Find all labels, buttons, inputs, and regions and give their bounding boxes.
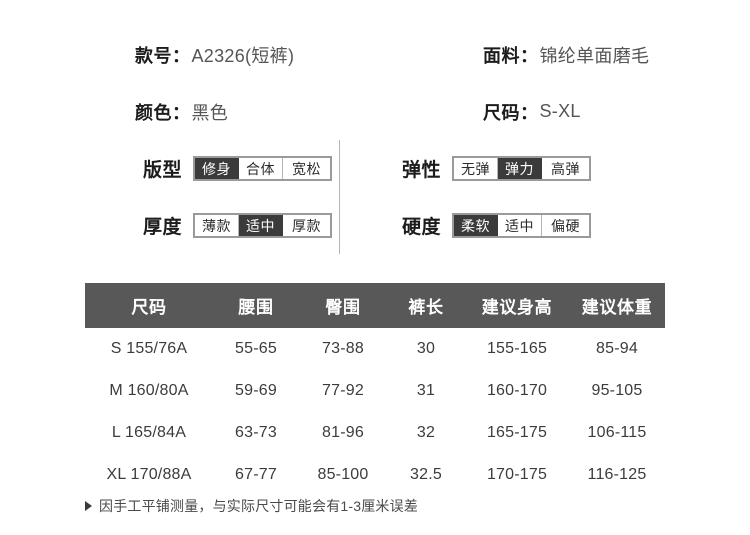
spec-label-thickness: 厚度 [143, 217, 183, 238]
column-header-waist: 腰围 [213, 283, 299, 328]
option-chip-elasticity-1[interactable]: 弹力 [498, 158, 543, 179]
spec-row-thickness-hardness: 厚度 薄款 适中 厚款 硬度 柔软 适中 偏硬 [0, 197, 750, 254]
cell-hip: 77-92 [322, 382, 364, 399]
spec-field-style-number: 款号 A2326(短裤) [135, 26, 294, 83]
cell-size: XL 170/88A [106, 466, 192, 483]
spec-value-size-range: S-XL [539, 101, 581, 121]
table-row: XL 170/88A 67-77 85-100 32.5 170-175 116… [85, 454, 665, 496]
spec-label-style-number: 款号 [135, 42, 191, 68]
column-header-weight: 建议体重 [569, 283, 665, 328]
cell-height: 160-170 [486, 382, 548, 399]
cell-hip: 81-96 [322, 424, 364, 441]
cell-hip: 85-100 [317, 466, 369, 483]
option-group-thickness[interactable]: 薄款 适中 厚款 [193, 213, 333, 238]
option-chip-hardness-1[interactable]: 适中 [498, 215, 543, 236]
size-table-body: S 155/76A 55-65 73-88 30 155-165 85-94 M… [85, 328, 665, 496]
cell-length: 31 [416, 382, 436, 399]
option-chip-elasticity-0[interactable]: 无弹 [454, 158, 499, 179]
spec-field-size-range: 尺码 S-XL [483, 83, 581, 140]
spec-label-size-range: 尺码 [483, 99, 539, 125]
cell-weight: 95-105 [591, 382, 643, 399]
spec-field-fit: 版型 修身 合体 宽松 [136, 140, 341, 197]
table-header-row: 尺码 腰围 臀围 裤长 建议身高 建议体重 [85, 283, 665, 328]
cell-height: 165-175 [486, 424, 548, 441]
column-header-length: 裤长 [387, 283, 465, 328]
cell-waist: 59-69 [235, 382, 277, 399]
cell-height: 155-165 [486, 340, 548, 357]
spec-field-thickness: 厚度 薄款 适中 厚款 [136, 197, 341, 254]
triangle-right-icon [85, 501, 92, 511]
cell-height: 170-175 [486, 466, 548, 483]
spec-field-hardness: 硬度 柔软 适中 偏硬 [393, 197, 601, 254]
spec-field-color: 颜色 黑色 [135, 83, 228, 140]
spec-label-fabric: 面料 [483, 42, 539, 68]
table-row: L 165/84A 63-73 81-96 32 165-175 106-115 [85, 412, 665, 454]
cell-hip: 73-88 [322, 340, 364, 357]
cell-size: M 160/80A [109, 382, 189, 399]
spec-row-style-fabric: 款号 A2326(短裤) 面料 锦纶单面磨毛 [0, 26, 750, 83]
cell-waist: 63-73 [235, 424, 277, 441]
measurement-disclaimer: 因手工平铺测量，与实际尺寸可能会有1-3厘米误差 [85, 496, 418, 516]
option-group-hardness[interactable]: 柔软 适中 偏硬 [452, 213, 592, 238]
cell-length: 30 [416, 340, 436, 357]
spec-label-fit: 版型 [143, 160, 183, 181]
cell-size: S 155/76A [110, 340, 188, 357]
table-row: S 155/76A 55-65 73-88 30 155-165 85-94 [85, 328, 665, 370]
table-row: M 160/80A 59-69 77-92 31 160-170 95-105 [85, 370, 665, 412]
option-group-elasticity[interactable]: 无弹 弹力 高弹 [452, 156, 592, 181]
option-chip-thickness-2[interactable]: 厚款 [283, 215, 331, 236]
size-table: 尺码 腰围 臀围 裤长 建议身高 建议体重 S 155/76A 55-65 73… [85, 283, 665, 496]
spec-label-elasticity: 弹性 [402, 160, 442, 181]
option-group-fit[interactable]: 修身 合体 宽松 [193, 156, 333, 181]
cell-weight: 116-125 [587, 466, 647, 483]
option-chip-hardness-2[interactable]: 偏硬 [542, 215, 590, 236]
cell-weight: 85-94 [596, 340, 638, 357]
cell-waist: 67-77 [235, 466, 277, 483]
spec-row-fit-elasticity: 版型 修身 合体 宽松 弹性 无弹 弹力 高弹 [0, 140, 750, 197]
column-header-height: 建议身高 [465, 283, 569, 328]
option-chip-hardness-0[interactable]: 柔软 [454, 215, 499, 236]
spec-field-fabric: 面料 锦纶单面磨毛 [483, 26, 649, 83]
spec-value-fabric: 锦纶单面磨毛 [539, 45, 650, 66]
spec-value-style-number: A2326(短裤) [191, 45, 295, 66]
spec-info-block: 款号 A2326(短裤) 面料 锦纶单面磨毛 颜色 黑色 尺码 S-XL 版型 [0, 26, 750, 254]
option-chip-thickness-0[interactable]: 薄款 [195, 215, 240, 236]
size-table-head: 尺码 腰围 臀围 裤长 建议身高 建议体重 [85, 283, 665, 328]
spec-field-elasticity: 弹性 无弹 弹力 高弹 [393, 140, 601, 197]
option-chip-fit-1[interactable]: 合体 [239, 158, 284, 179]
cell-waist: 55-65 [235, 340, 277, 357]
option-chip-fit-2[interactable]: 宽松 [283, 158, 331, 179]
cell-length: 32.5 [410, 466, 442, 483]
cell-size: L 165/84A [111, 424, 187, 441]
option-chip-thickness-1[interactable]: 适中 [239, 215, 284, 236]
spec-label-hardness: 硬度 [402, 217, 442, 238]
cell-length: 32 [416, 424, 436, 441]
cell-weight: 106-115 [587, 424, 647, 441]
option-chip-elasticity-2[interactable]: 高弹 [542, 158, 590, 179]
spec-label-color: 颜色 [135, 99, 191, 125]
measurement-disclaimer-text: 因手工平铺测量，与实际尺寸可能会有1-3厘米误差 [99, 498, 419, 514]
column-header-hip: 臀围 [299, 283, 387, 328]
size-chart: 尺码 腰围 臀围 裤长 建议身高 建议体重 S 155/76A 55-65 73… [85, 283, 665, 496]
column-header-size: 尺码 [85, 283, 213, 328]
option-chip-fit-0[interactable]: 修身 [195, 158, 240, 179]
spec-row-color-size: 颜色 黑色 尺码 S-XL [0, 83, 750, 140]
spec-value-color: 黑色 [191, 102, 229, 123]
